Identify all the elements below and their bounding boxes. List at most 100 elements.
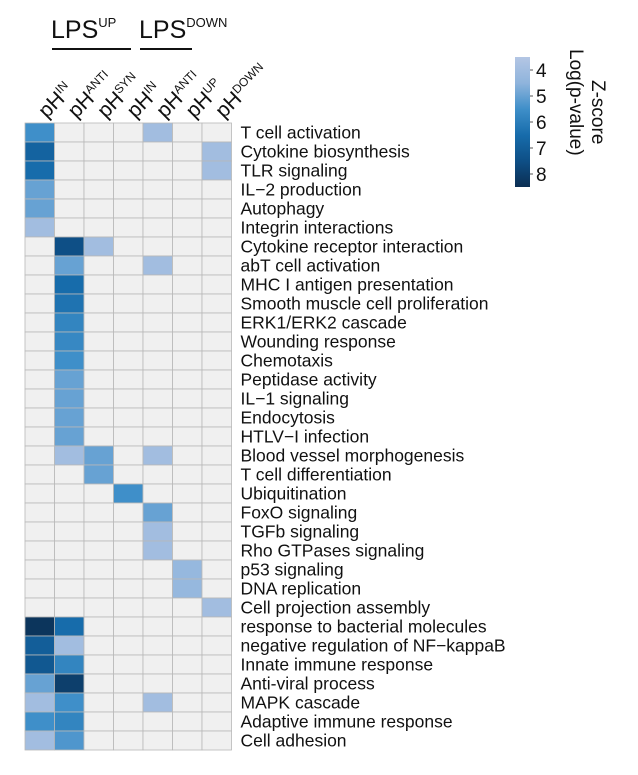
heatmap-cell	[24, 179, 55, 200]
heatmap-cell	[54, 635, 85, 656]
heatmap-cell	[172, 293, 203, 314]
row-label: Cytokine receptor interaction	[241, 237, 464, 257]
heatmap-cell	[83, 331, 114, 352]
heatmap-cell	[201, 122, 232, 143]
row-label: p53 signaling	[241, 560, 344, 580]
heatmap-cell	[113, 654, 144, 675]
heatmap-cell	[54, 274, 85, 295]
row-label: Cell projection assembly	[241, 598, 431, 618]
heatmap-cell	[142, 730, 173, 751]
legend-title: Z-score	[587, 80, 608, 144]
row-label: TLR signaling	[241, 161, 348, 181]
heatmap-cell	[172, 692, 203, 713]
heatmap-cell	[83, 312, 114, 333]
heatmap-cell	[83, 160, 114, 181]
heatmap-cell	[113, 312, 144, 333]
heatmap-cell	[54, 673, 85, 694]
heatmap-cell	[142, 122, 173, 143]
heatmap-cell	[54, 730, 85, 751]
heatmap-cell	[113, 464, 144, 485]
row-label: FoxO signaling	[241, 503, 358, 523]
row-label: Integrin interactions	[241, 218, 394, 238]
heatmap-cell	[54, 331, 85, 352]
heatmap-cell	[83, 483, 114, 504]
row-label: DNA replication	[241, 579, 362, 599]
heatmap-cell	[24, 407, 55, 428]
heatmap-cell	[142, 540, 173, 561]
heatmap-cell	[83, 179, 114, 200]
heatmap-cell	[83, 141, 114, 162]
heatmap-cell	[201, 369, 232, 390]
heatmap-cell	[172, 559, 203, 580]
heatmap-cell	[24, 122, 55, 143]
heatmap-cell	[201, 597, 232, 618]
heatmap-cell	[142, 464, 173, 485]
heatmap-cell	[113, 445, 144, 466]
heatmap-cell	[113, 483, 144, 504]
heatmap-cell	[24, 236, 55, 257]
heatmap-cell	[201, 236, 232, 257]
heatmap-cell	[172, 369, 203, 390]
heatmap-cell	[54, 502, 85, 523]
heatmap-cell	[24, 464, 55, 485]
heatmap-cell	[24, 426, 55, 447]
heatmap-cell	[113, 255, 144, 276]
heatmap-cell	[201, 654, 232, 675]
row-label: Cell adhesion	[241, 731, 347, 751]
heatmap-cell	[24, 198, 55, 219]
row-label: Adaptive immune response	[241, 712, 453, 732]
heatmap-cell	[113, 369, 144, 390]
heatmap-cell	[83, 730, 114, 751]
heatmap-cell	[54, 426, 85, 447]
heatmap-cell	[113, 388, 144, 409]
heatmap-cell	[201, 331, 232, 352]
heatmap-cell	[83, 293, 114, 314]
heatmap-cell	[54, 369, 85, 390]
heatmap-cell	[83, 350, 114, 371]
heatmap-cell	[172, 407, 203, 428]
heatmap-cell	[142, 350, 173, 371]
heatmap-cell	[201, 274, 232, 295]
row-label: Endocytosis	[241, 408, 336, 428]
heatmap-cell	[83, 369, 114, 390]
row-label: HTLV−I infection	[241, 427, 370, 447]
heatmap-cell	[24, 369, 55, 390]
heatmap-cell	[172, 654, 203, 675]
heatmap-cell	[113, 540, 144, 561]
legend-subtitle: Log(p-value)	[565, 49, 586, 156]
heatmap-cell	[201, 255, 232, 276]
heatmap-cell	[54, 293, 85, 314]
heatmap-cell	[24, 502, 55, 523]
heatmap-cell	[83, 654, 114, 675]
heatmap-cell	[142, 559, 173, 580]
heatmap-cell	[54, 236, 85, 257]
heatmap-cell	[54, 198, 85, 219]
heatmap-cell	[142, 388, 173, 409]
heatmap-cell	[201, 160, 232, 181]
heatmap-cell	[24, 597, 55, 618]
heatmap-cell	[172, 141, 203, 162]
heatmap-cell	[142, 616, 173, 637]
heatmap-cell	[201, 350, 232, 371]
row-label: IL−2 production	[241, 180, 362, 200]
heatmap-cell	[172, 635, 203, 656]
heatmap-cell	[83, 559, 114, 580]
heatmap-cell	[54, 540, 85, 561]
heatmap-cell	[113, 711, 144, 732]
heatmap-cell	[24, 540, 55, 561]
heatmap-cell	[201, 692, 232, 713]
heatmap-cell	[113, 217, 144, 238]
heatmap-cell	[54, 464, 85, 485]
row-label: T cell activation	[241, 123, 361, 143]
heatmap-cell	[24, 445, 55, 466]
heatmap-cell	[54, 312, 85, 333]
row-label: Innate immune response	[241, 655, 434, 675]
row-label: Peptidase activity	[241, 370, 377, 390]
heatmap-cell	[113, 521, 144, 542]
heatmap-cell	[142, 521, 173, 542]
row-label: Blood vessel morphogenesis	[241, 446, 465, 466]
heatmap-cell	[83, 407, 114, 428]
heatmap-cell	[54, 483, 85, 504]
heatmap-cell	[24, 388, 55, 409]
